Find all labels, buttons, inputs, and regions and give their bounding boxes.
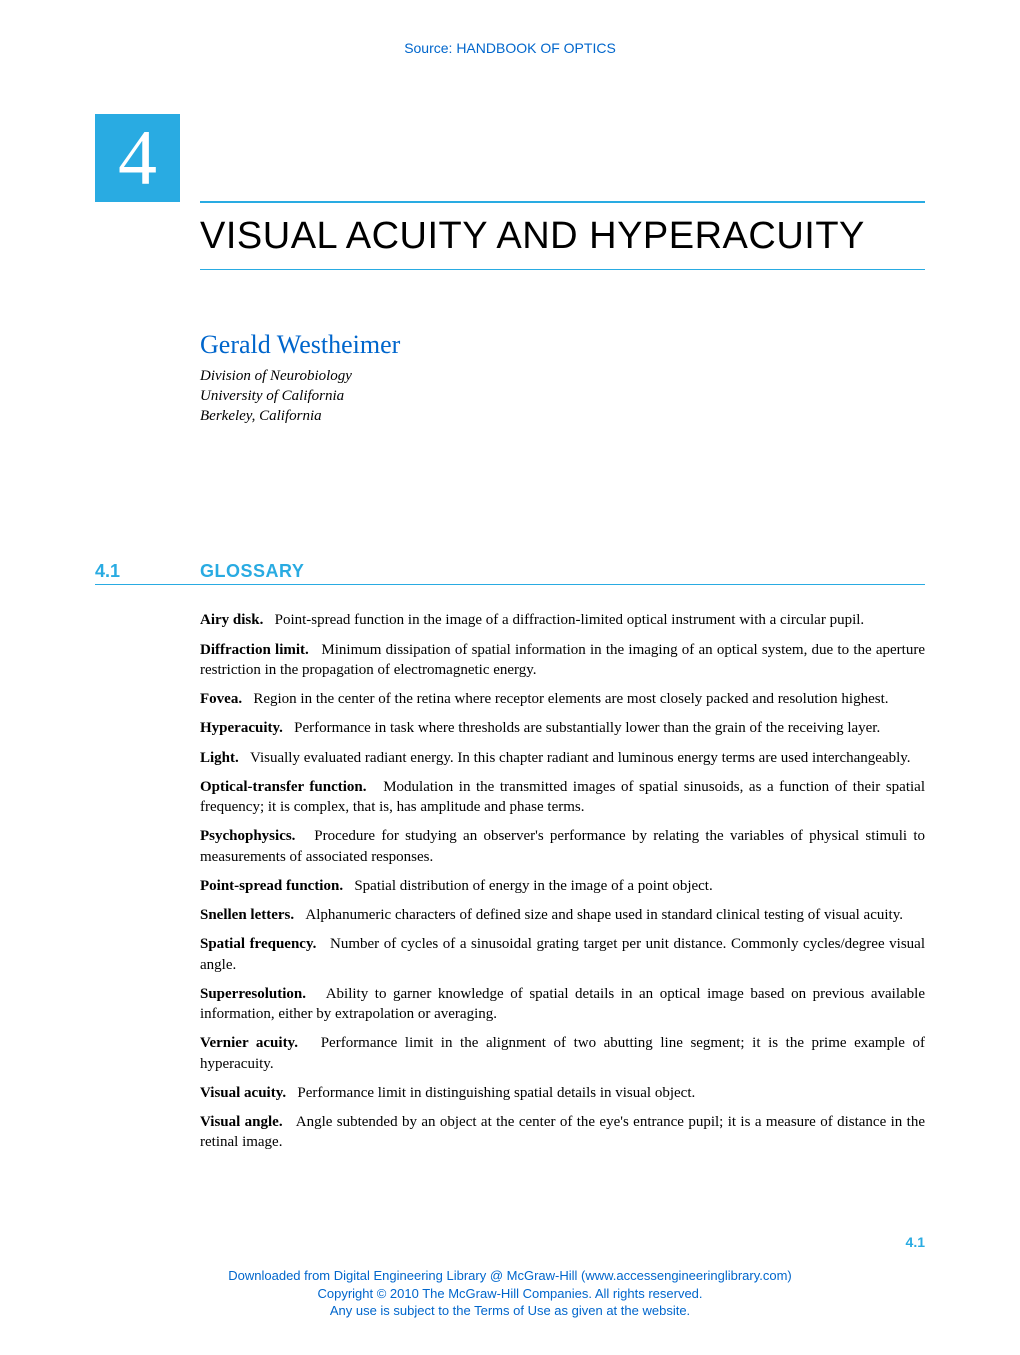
glossary-entry: Superresolution. Ability to garner knowl… xyxy=(200,984,925,1025)
glossary-term: Hyperacuity. xyxy=(200,720,283,736)
glossary-entry: Psychophysics. Procedure for studying an… xyxy=(200,826,925,867)
affiliation-line: University of California xyxy=(200,386,925,406)
glossary-definition: Performance in task where thresholds are… xyxy=(283,720,880,736)
author-affiliation: Division of Neurobiology University of C… xyxy=(200,366,925,427)
divider-bottom xyxy=(200,269,925,270)
glossary-definition: Visually evaluated radiant energy. In th… xyxy=(239,750,911,766)
footer-line: Copyright © 2010 The McGraw-Hill Compani… xyxy=(0,1285,1020,1303)
section-divider xyxy=(95,584,925,585)
glossary-term: Optical-transfer function. xyxy=(200,779,367,795)
glossary-entry: Point-spread function. Spatial distribut… xyxy=(200,876,925,896)
glossary-term: Fovea. xyxy=(200,691,242,707)
glossary-entry: Spatial frequency. Number of cycles of a… xyxy=(200,934,925,975)
chapter-title-area: VISUAL ACUITY AND HYPERACUITY xyxy=(200,106,925,300)
glossary-entry: Fovea. Region in the center of the retin… xyxy=(200,689,925,709)
section-header: 4.1 GLOSSARY xyxy=(95,561,925,582)
chapter-number-box: 4 xyxy=(95,114,180,202)
glossary-entry: Optical-transfer function. Modulation in… xyxy=(200,777,925,818)
glossary-entry: Visual angle. Angle subtended by an obje… xyxy=(200,1112,925,1153)
glossary-term: Snellen letters. xyxy=(200,907,294,923)
chapter-title: VISUAL ACUITY AND HYPERACUITY xyxy=(200,215,925,259)
author-block: Gerald Westheimer Division of Neurobiolo… xyxy=(200,330,925,427)
source-header: Source: HANDBOOK OF OPTICS xyxy=(95,40,925,56)
author-name: Gerald Westheimer xyxy=(200,330,925,360)
affiliation-line: Berkeley, California xyxy=(200,406,925,426)
glossary-entry: Vernier acuity. Performance limit in the… xyxy=(200,1033,925,1074)
glossary-term: Diffraction limit. xyxy=(200,642,309,658)
page-number: 4.1 xyxy=(906,1234,925,1250)
chapter-header: 4 VISUAL ACUITY AND HYPERACUITY xyxy=(95,106,925,300)
glossary-entry: Snellen letters. Alphanumeric characters… xyxy=(200,905,925,925)
glossary-entry: Diffraction limit. Minimum dissipation o… xyxy=(200,640,925,681)
glossary-definition: Minimum dissipation of spatial informati… xyxy=(200,642,925,678)
glossary-term: Point-spread function. xyxy=(200,878,343,894)
glossary-definition: Performance limit in distinguishing spat… xyxy=(286,1085,695,1101)
divider-top xyxy=(200,201,925,203)
glossary-term: Airy disk. xyxy=(200,612,263,628)
glossary-entry: Visual acuity. Performance limit in dist… xyxy=(200,1083,925,1103)
section-number: 4.1 xyxy=(95,561,200,582)
footer-line: Any use is subject to the Terms of Use a… xyxy=(0,1302,1020,1320)
footer-line: Downloaded from Digital Engineering Libr… xyxy=(0,1267,1020,1285)
glossary-definition: Spatial distribution of energy in the im… xyxy=(343,878,713,894)
glossary-definition: Procedure for studying an observer's per… xyxy=(200,828,925,864)
glossary-term: Superresolution. xyxy=(200,986,306,1002)
glossary-content: Airy disk. Point-spread function in the … xyxy=(200,610,925,1152)
glossary-definition: Alphanumeric characters of defined size … xyxy=(294,907,903,923)
glossary-term: Psychophysics. xyxy=(200,828,295,844)
glossary-definition: Performance limit in the alignment of tw… xyxy=(200,1035,925,1071)
glossary-term: Visual angle. xyxy=(200,1114,283,1130)
glossary-definition: Region in the center of the retina where… xyxy=(242,691,888,707)
section-title: GLOSSARY xyxy=(200,561,304,582)
glossary-term: Visual acuity. xyxy=(200,1085,286,1101)
glossary-definition: Point-spread function in the image of a … xyxy=(263,612,864,628)
glossary-entry: Light. Visually evaluated radiant energy… xyxy=(200,748,925,768)
footer: Downloaded from Digital Engineering Libr… xyxy=(0,1267,1020,1320)
glossary-term: Vernier acuity. xyxy=(200,1035,298,1051)
glossary-term: Spatial frequency. xyxy=(200,936,316,952)
affiliation-line: Division of Neurobiology xyxy=(200,366,925,386)
glossary-definition: Ability to garner knowledge of spatial d… xyxy=(200,986,925,1022)
glossary-term: Light. xyxy=(200,750,239,766)
glossary-entry: Hyperacuity. Performance in task where t… xyxy=(200,718,925,738)
glossary-definition: Angle subtended by an object at the cent… xyxy=(200,1114,925,1150)
glossary-entry: Airy disk. Point-spread function in the … xyxy=(200,610,925,630)
